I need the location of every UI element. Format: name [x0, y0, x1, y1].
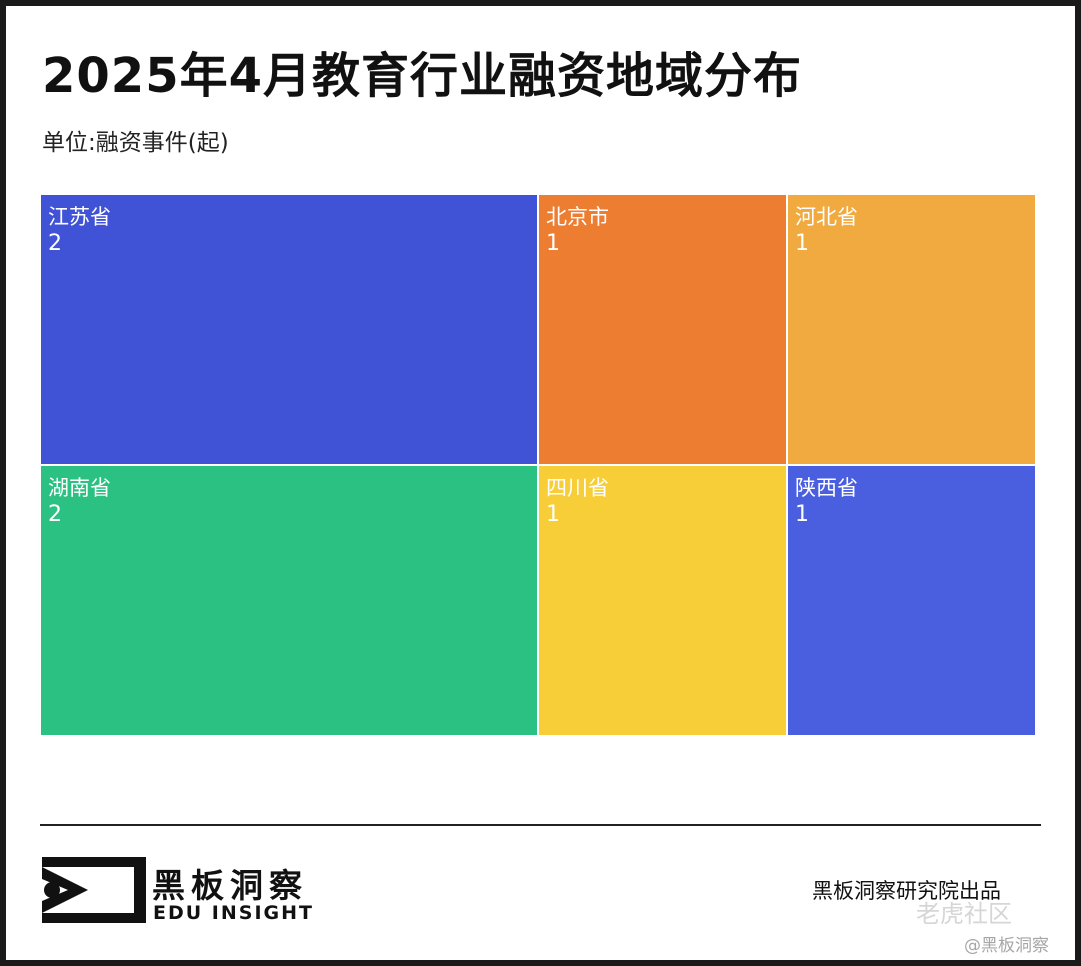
unit-label: 单位:融资事件(起)	[42, 130, 229, 156]
footer-divider	[40, 824, 1041, 826]
treemap-cell-label: 陕西省	[795, 476, 858, 500]
brand-name-cn: 黑板洞察	[152, 866, 308, 905]
treemap-cell: 河北省 1	[787, 194, 1036, 465]
treemap-cell-value: 2	[48, 231, 62, 256]
treemap-cell: 陕西省 1	[787, 465, 1036, 736]
brand-name-en: EDU INSIGHT	[153, 902, 314, 924]
treemap-cell-label: 河北省	[795, 205, 858, 229]
poster-frame: 2025年4月教育行业融资地域分布 单位:融资事件(起) 江苏省 2 湖南省 2 北京市…	[6, 6, 1075, 960]
watermark-handle: @黑板洞察	[964, 936, 1049, 956]
treemap-cell-value: 1	[795, 502, 809, 527]
watermark-site: 老虎社区	[916, 900, 1012, 928]
chart-title: 2025年4月教育行业融资地域分布	[42, 48, 802, 104]
treemap-cell-value: 1	[546, 231, 560, 256]
treemap-cell: 四川省 1	[538, 465, 787, 736]
treemap-cell-label: 四川省	[546, 476, 609, 500]
treemap-cell-label: 湖南省	[48, 476, 111, 500]
treemap-cell-value: 1	[795, 231, 809, 256]
treemap-cell: 湖南省 2	[40, 465, 538, 736]
treemap-cell-value: 1	[546, 502, 560, 527]
treemap-cell: 江苏省 2	[40, 194, 538, 465]
edu-insight-logo-icon	[42, 857, 146, 923]
treemap-cell-label: 江苏省	[48, 205, 111, 229]
treemap: 江苏省 2 湖南省 2 北京市 1 四川省 1 河北省 1 陕西省 1	[40, 194, 1036, 736]
treemap-cell-value: 2	[48, 502, 62, 527]
credit-text: 黑板洞察研究院出品	[812, 879, 1001, 903]
treemap-cell: 北京市 1	[538, 194, 787, 465]
treemap-cell-label: 北京市	[546, 205, 609, 229]
